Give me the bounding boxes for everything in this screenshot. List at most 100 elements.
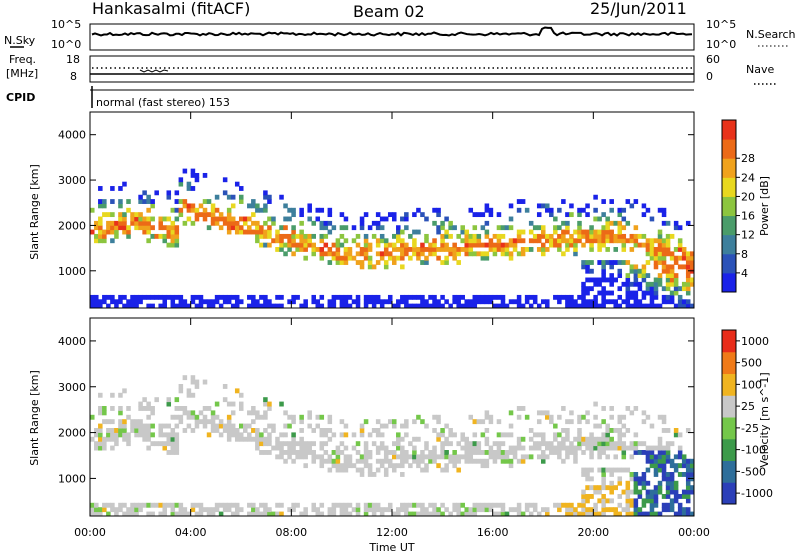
velocity-cell	[238, 392, 244, 398]
power-cell	[653, 264, 659, 270]
velocity-cell	[94, 432, 99, 438]
power-cell	[162, 233, 168, 239]
power-cell	[685, 286, 691, 292]
power-cell	[637, 299, 643, 305]
power-cell	[311, 242, 316, 248]
power-cell	[263, 294, 268, 300]
power-cell	[238, 299, 244, 305]
velocity-cell	[416, 511, 421, 517]
velocity-cell	[653, 467, 659, 473]
power-cell	[641, 233, 647, 239]
power-cell	[561, 199, 566, 204]
power-cell	[275, 294, 280, 300]
power-cell	[597, 238, 602, 244]
colorbar-swatch	[722, 417, 736, 440]
power-cell	[448, 225, 453, 231]
velocity-cell	[339, 502, 345, 508]
power-cell	[565, 220, 570, 226]
velocity-cell	[138, 423, 143, 429]
velocity-cell	[98, 406, 103, 411]
velocity-cell	[154, 441, 159, 447]
velocity-cell	[134, 511, 139, 517]
power-cell	[585, 299, 590, 305]
power-cell	[440, 242, 445, 248]
velocity-cell	[520, 406, 526, 411]
power-cell	[134, 303, 139, 309]
velocity-cell	[110, 406, 115, 411]
power-cell	[234, 229, 240, 235]
velocity-cell	[573, 450, 578, 455]
velocity-cell	[363, 445, 369, 451]
velocity-cell	[464, 450, 470, 455]
power-cell	[625, 220, 631, 226]
power-cell	[605, 225, 610, 231]
power-cell	[182, 303, 188, 309]
power-cell	[428, 303, 433, 309]
velocity-cell	[653, 458, 659, 464]
velocity-cell	[649, 507, 655, 513]
power-cell	[685, 299, 691, 305]
power-cell	[279, 194, 284, 200]
power-cell	[412, 247, 417, 252]
power-cell	[110, 294, 115, 300]
power-cell	[673, 255, 679, 261]
power-cell	[557, 299, 562, 305]
velocity-cell	[673, 498, 679, 504]
power-cell	[238, 199, 244, 204]
power-cell	[601, 303, 606, 309]
power-cell	[303, 233, 308, 239]
noise-left-tick-bottom: 10^0	[51, 38, 81, 51]
noise-right-tick-bottom: 10^0	[706, 38, 736, 51]
power-cell	[613, 238, 618, 244]
velocity-cell	[162, 423, 168, 429]
velocity-cell	[210, 410, 216, 416]
velocity-cell	[553, 436, 558, 442]
velocity-cell	[557, 445, 562, 451]
power-cell	[416, 207, 421, 213]
power-cell	[146, 216, 151, 222]
velocity-cell	[400, 507, 405, 513]
velocity-cell	[504, 511, 510, 517]
x-tick-label: 20:00	[577, 526, 609, 539]
power-cell	[263, 203, 268, 209]
power-cell	[472, 294, 478, 300]
velocity-cell	[267, 423, 272, 429]
velocity-cell	[102, 441, 107, 447]
velocity-cell	[549, 441, 554, 447]
power-cell	[625, 281, 631, 287]
power-cell	[452, 255, 457, 261]
power-cell	[174, 199, 180, 204]
power-cell	[158, 216, 163, 222]
velocity-cell	[605, 507, 610, 513]
power-cell	[319, 255, 325, 261]
velocity-cell	[589, 467, 594, 473]
power-cell	[226, 194, 232, 200]
power-cell	[444, 255, 449, 261]
velocity-cell	[283, 450, 288, 455]
power-cell	[279, 238, 284, 244]
power-cell	[673, 247, 679, 252]
power-cell	[516, 238, 522, 244]
velocity-cell	[581, 507, 586, 513]
velocity-cell	[685, 494, 691, 499]
power-cell	[98, 203, 103, 209]
velocity-cell	[387, 463, 393, 469]
power-cell	[331, 303, 337, 309]
velocity-cell	[428, 502, 433, 508]
power-cell	[267, 199, 272, 204]
power-cell	[331, 255, 337, 261]
velocity-cell	[540, 410, 546, 416]
velocity-cell	[234, 507, 240, 513]
velocity-cell	[98, 423, 103, 429]
power-cell	[122, 220, 127, 226]
velocity-cell	[605, 441, 610, 447]
velocity-cell	[400, 502, 405, 508]
velocity-cell	[166, 432, 172, 438]
power-cell	[331, 294, 337, 300]
power-cell	[178, 207, 184, 213]
velocity-cell	[460, 436, 465, 442]
power-cell	[545, 203, 550, 209]
power-cell	[251, 212, 256, 218]
velocity-cell	[363, 507, 369, 513]
